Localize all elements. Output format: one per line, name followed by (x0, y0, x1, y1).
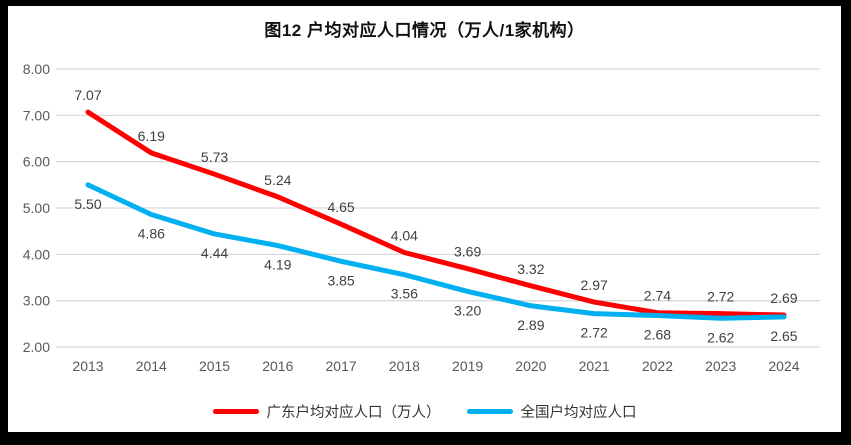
data-label: 4.86 (138, 225, 165, 241)
x-tick-label: 2019 (452, 358, 483, 374)
data-label: 3.20 (454, 302, 481, 318)
data-label: 6.19 (138, 128, 165, 144)
chart-title: 图12 户均对应人口情况（万人/1家机构） (264, 21, 585, 40)
y-tick-label: 2.00 (23, 339, 50, 355)
legend-line-swatch-blue (466, 409, 513, 414)
legend-item-national: 全国户均对应人口 (466, 401, 637, 422)
legend-item-guangdong: 广东户均对应人口（万人） (212, 401, 441, 422)
y-tick-label: 7.00 (23, 107, 50, 123)
data-label: 2.65 (770, 328, 797, 344)
series-line (85, 182, 787, 321)
legend-label-national: 全国户均对应人口 (520, 405, 637, 421)
x-tick-label: 2013 (72, 358, 103, 374)
legend-label-guangdong: 广东户均对应人口（万人） (266, 405, 441, 421)
data-label: 7.07 (74, 87, 101, 103)
data-label: 2.89 (517, 317, 544, 333)
series-line (85, 109, 787, 318)
data-label: 3.69 (454, 244, 481, 260)
legend-line-swatch-red (212, 409, 259, 414)
data-label: 5.73 (201, 149, 228, 165)
y-tick-label: 3.00 (23, 293, 50, 309)
x-tick-label: 2016 (262, 358, 293, 374)
data-label: 4.44 (201, 245, 228, 261)
data-label: 2.68 (644, 326, 671, 342)
x-tick-label: 2020 (515, 358, 546, 374)
x-tick-label: 2022 (642, 358, 673, 374)
data-label: 2.69 (770, 290, 797, 306)
x-tick-label: 2023 (705, 358, 736, 374)
data-label: 3.32 (517, 261, 544, 277)
legend: 广东户均对应人口（万人） 全国户均对应人口 (8, 401, 841, 422)
data-label: 2.62 (707, 329, 734, 345)
x-tick-label: 2015 (199, 358, 230, 374)
data-label: 3.85 (327, 272, 354, 288)
data-label: 2.72 (581, 325, 608, 341)
data-label: 4.19 (264, 257, 291, 273)
y-tick-label: 4.00 (23, 246, 50, 262)
x-tick-label: 2017 (326, 358, 357, 374)
line-chart: 8.00 7.00 6.00 5.00 4.00 3.00 2.00 2013 2014 2015… (23, 61, 820, 374)
x-tick-label: 2021 (579, 358, 610, 374)
x-tick-label: 2024 (768, 358, 799, 374)
x-tick-label: 2018 (389, 358, 420, 374)
data-label: 3.56 (391, 286, 418, 302)
data-label: 2.74 (644, 288, 671, 304)
data-label: 5.24 (264, 172, 291, 188)
chart-canvas: 8.00 7.00 6.00 5.00 4.00 3.00 2.00 2013 2014 2015… (8, 6, 841, 432)
y-tick-label: 8.00 (23, 61, 50, 77)
y-tick-label: 6.00 (23, 154, 50, 170)
data-label: 2.72 (707, 289, 734, 305)
data-label: 2.97 (581, 277, 608, 293)
data-label: 4.04 (391, 227, 418, 243)
data-label: 4.65 (327, 199, 354, 215)
y-tick-label: 5.00 (23, 200, 50, 216)
data-label: 5.50 (74, 196, 101, 212)
x-tick-label: 2014 (136, 358, 167, 374)
